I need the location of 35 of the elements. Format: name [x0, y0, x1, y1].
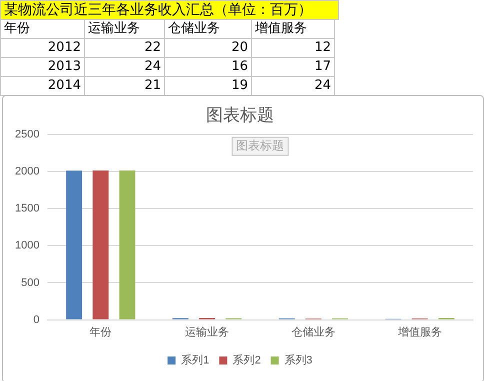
text: 2012	[1, 39, 85, 58]
text: 24	[85, 58, 165, 77]
y-tick-label: 2000	[14, 166, 40, 178]
x-tick-label: 仓储业务	[291, 325, 336, 338]
chart-title: 图表标题	[206, 106, 274, 126]
y-tick-label: 1500	[14, 202, 40, 215]
bar	[66, 170, 82, 320]
legend-label: 系列1	[181, 354, 210, 367]
annotation: 图表标题	[236, 138, 284, 153]
y-tick-label: 0	[33, 314, 40, 326]
legend-label: 系列2	[232, 354, 261, 367]
x-tick-label: 运输业务	[185, 325, 230, 338]
text: 2013	[1, 58, 85, 77]
text: 20	[165, 39, 252, 58]
bar	[119, 170, 136, 320]
text: 增值服务	[252, 20, 335, 39]
text: 年份	[1, 20, 85, 39]
text: 12	[252, 39, 335, 58]
text: 17	[252, 58, 335, 77]
x-tick-label: 增值服务	[396, 326, 442, 338]
text: 运输业务	[85, 20, 165, 39]
text: 19	[165, 77, 252, 96]
y-tick-label: 2500	[14, 128, 40, 140]
text: 21	[85, 77, 165, 96]
text: 2014	[1, 77, 85, 96]
y-tick-label: 500	[21, 276, 40, 289]
legend-label: 系列3	[284, 354, 312, 367]
y-tick-label: 1000	[14, 240, 40, 252]
text: 24	[252, 77, 335, 96]
bar	[92, 170, 109, 320]
text: 22	[85, 39, 165, 58]
text: 某物流公司近三年各业务收入汇总（单位：百万）	[1, 1, 339, 20]
text: 仓储业务	[165, 20, 252, 39]
x-tick-label: 年份	[90, 326, 112, 338]
text: 16	[165, 58, 252, 77]
